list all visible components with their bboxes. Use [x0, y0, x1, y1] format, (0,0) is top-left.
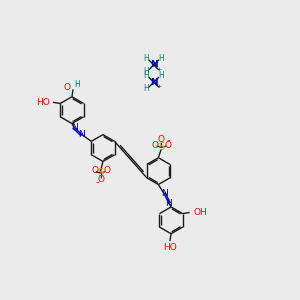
Text: N: N [78, 130, 85, 139]
Text: H: H [143, 67, 149, 76]
Text: S: S [158, 142, 164, 152]
Text: HO: HO [36, 98, 50, 107]
Text: O: O [63, 82, 70, 91]
Text: -: - [96, 177, 100, 187]
Text: H: H [143, 84, 149, 93]
Text: H: H [74, 80, 80, 89]
Text: N: N [150, 78, 158, 87]
Text: N: N [71, 123, 78, 132]
Text: -: - [166, 135, 170, 146]
Text: H: H [143, 54, 149, 63]
Text: H: H [143, 71, 149, 80]
Text: O: O [97, 175, 104, 184]
Text: +: + [156, 84, 161, 89]
Text: O: O [152, 140, 159, 149]
Text: HO: HO [163, 243, 177, 252]
Text: +: + [156, 67, 161, 71]
Text: O: O [158, 135, 165, 144]
Text: OH: OH [193, 208, 207, 217]
Text: O: O [164, 140, 171, 149]
Text: N: N [161, 189, 167, 198]
Text: O: O [91, 166, 98, 175]
Text: H: H [158, 54, 164, 63]
Text: O: O [103, 166, 110, 175]
Text: H: H [158, 71, 164, 80]
Text: S: S [98, 168, 104, 178]
Text: N: N [150, 60, 158, 69]
Text: N: N [165, 199, 172, 208]
